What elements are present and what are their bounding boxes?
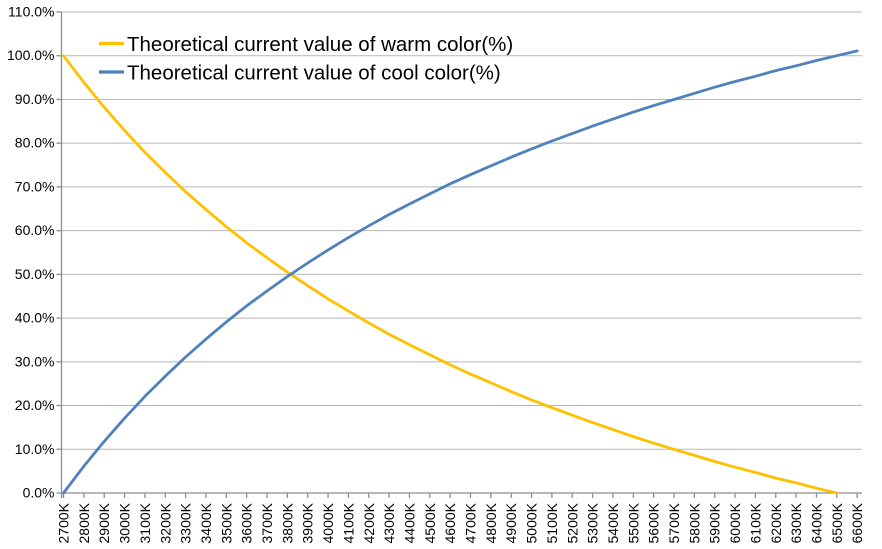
y-tick-label: 0.0%: [23, 485, 55, 501]
legend-item-cool: Theoretical current value of cool color(…: [99, 62, 501, 85]
x-tick-label: 4900K: [503, 502, 519, 543]
x-tick-label: 3500K: [218, 502, 234, 543]
x-tick-label: 6500K: [829, 502, 845, 543]
x-tick-label: 4100K: [340, 502, 356, 543]
y-tick-label: 100.0%: [7, 47, 54, 63]
series-line-warm: [62, 54, 839, 495]
series-line-cool: [62, 49, 859, 495]
x-tick-label: 5900K: [707, 502, 723, 543]
legend-label-cool: Theoretical current value of cool color(…: [127, 62, 501, 85]
x-tick-label: 4400K: [401, 502, 417, 543]
x-tick-label: 5500K: [625, 502, 641, 543]
y-tick-label: 10.0%: [15, 441, 55, 457]
y-tick-label: 80.0%: [15, 135, 55, 151]
x-tick-label: 6600K: [849, 502, 865, 543]
x-tick-label: 4200K: [361, 502, 377, 543]
x-tick-label: 3700K: [259, 502, 275, 543]
y-tick-label: 110.0%: [8, 3, 54, 19]
x-tick-label: 5600K: [646, 502, 662, 543]
x-tick-label: 2800K: [76, 502, 92, 543]
y-tick-label: 60.0%: [15, 222, 55, 238]
legend-item-warm: Theoretical current value of warm color(…: [99, 33, 513, 56]
x-tick-label: 4000K: [320, 502, 336, 543]
x-tick-label: 3900K: [300, 502, 316, 543]
y-tick-label: 30.0%: [15, 353, 55, 369]
x-tick-label: 5800K: [686, 502, 702, 543]
x-tick-label: 4700K: [463, 502, 479, 543]
y-tick-label: 40.0%: [15, 310, 55, 326]
x-tick-label: 2900K: [96, 502, 112, 543]
x-tick-label: 6100K: [747, 502, 763, 543]
x-axis-ticks: [60, 493, 858, 498]
x-tick-label: 3400K: [198, 502, 214, 543]
axes: [60, 12, 862, 494]
legend-label-warm: Theoretical current value of warm color(…: [127, 33, 513, 56]
x-tick-label: 5300K: [585, 502, 601, 543]
x-tick-label: 5200K: [564, 502, 580, 543]
x-tick-label: 5700K: [666, 502, 682, 543]
x-tick-label: 3600K: [239, 502, 255, 543]
gridlines: [61, 11, 862, 450]
x-tick-label: 6400K: [808, 502, 824, 543]
y-axis-labels: 0.0% 10.0% 20.0% 30.0% 40.0% 50.0% 60.0% 70.0% 8…: [7, 3, 54, 500]
x-tick-label: 4800K: [483, 502, 499, 543]
x-tick-label: 6200K: [768, 502, 784, 543]
y-tick-label: 20.0%: [15, 397, 55, 413]
x-tick-label: 3000K: [117, 502, 133, 543]
x-tick-label: 3200K: [157, 502, 173, 543]
y-axis-ticks: [56, 11, 62, 494]
legend: Theoretical current value of warm color(…: [99, 33, 513, 85]
x-tick-label: 4500K: [422, 502, 438, 543]
x-tick-label: 5100K: [544, 502, 560, 543]
y-tick-label: 50.0%: [15, 266, 55, 282]
x-tick-label: 4600K: [442, 502, 458, 543]
x-tick-label: 2700K: [56, 502, 72, 543]
x-tick-label: 5000K: [524, 502, 540, 543]
x-axis-labels: 2700K 2800K 2900K 3000K 3100K 3200K 3300K 3400K…: [56, 502, 866, 543]
x-tick-label: 3100K: [137, 502, 153, 543]
y-tick-label: 70.0%: [15, 178, 55, 194]
series-lines: [62, 49, 859, 495]
x-tick-label: 3300K: [178, 502, 194, 543]
x-tick-label: 6000K: [727, 502, 743, 543]
x-tick-label: 3800K: [279, 502, 295, 543]
x-tick-label: 5400K: [605, 502, 621, 543]
x-tick-label: 4300K: [381, 502, 397, 543]
y-tick-label: 90.0%: [15, 91, 55, 107]
x-tick-label: 6300K: [788, 502, 804, 543]
